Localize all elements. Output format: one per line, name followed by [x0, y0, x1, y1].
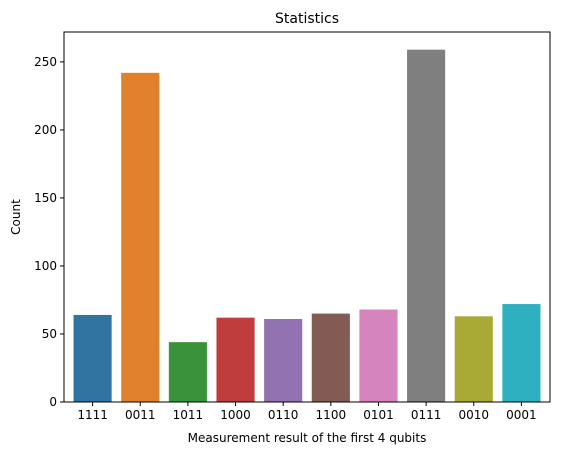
y-axis-label: Count — [9, 199, 23, 235]
x-tick-label-1011: 1011 — [173, 408, 204, 422]
x-tick-label-0110: 0110 — [268, 408, 299, 422]
x-tick-label-0010: 0010 — [458, 408, 489, 422]
bar-1100 — [311, 313, 350, 402]
bar-0001 — [502, 304, 541, 402]
x-tick-label-0011: 0011 — [125, 408, 156, 422]
bar-0110 — [264, 319, 303, 402]
x-tick-label-1100: 1100 — [316, 408, 347, 422]
bar-0101 — [359, 309, 398, 402]
y-tick-label-200: 200 — [34, 123, 57, 137]
x-tick-label-0001: 0001 — [506, 408, 537, 422]
y-axis: 0 50 100 150 200 250 — [34, 55, 64, 409]
y-tick-label-50: 50 — [42, 327, 57, 341]
bar-1111 — [73, 314, 112, 402]
y-tick-label-0: 0 — [49, 395, 57, 409]
x-axis: 1111 0011 1011 1000 0110 1100 0101 0111 0010 0001 — [77, 402, 537, 422]
x-tick-label-1000: 1000 — [220, 408, 251, 422]
bar-1011 — [168, 342, 207, 402]
bar-0010 — [454, 316, 493, 402]
x-axis-label: Measurement result of the first 4 qubits — [188, 431, 427, 445]
y-tick-label-150: 150 — [34, 191, 57, 205]
bars-group — [73, 49, 541, 403]
bar-1000 — [216, 317, 255, 402]
x-tick-label-1111: 1111 — [77, 408, 108, 422]
bar-0111 — [407, 49, 446, 403]
x-tick-label-0111: 0111 — [411, 408, 442, 422]
y-tick-label-100: 100 — [34, 259, 57, 273]
y-tick-label-250: 250 — [34, 55, 57, 69]
plot-frame — [63, 31, 551, 403]
chart-title: Statistics — [275, 11, 339, 27]
x-tick-label-0101: 0101 — [363, 408, 394, 422]
bar-0011 — [121, 72, 160, 402]
